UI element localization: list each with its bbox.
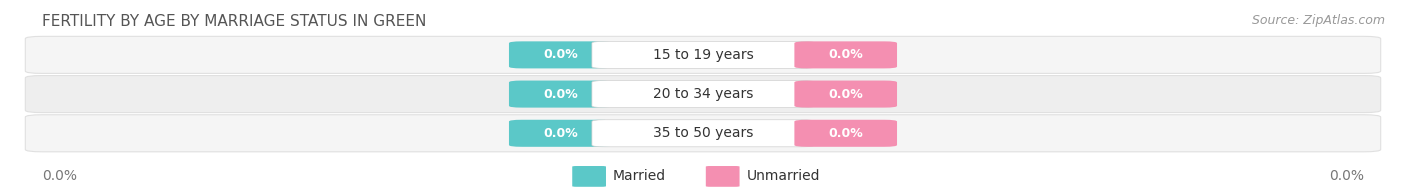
Text: 35 to 50 years: 35 to 50 years: [652, 126, 754, 140]
FancyBboxPatch shape: [25, 115, 1381, 152]
FancyBboxPatch shape: [706, 166, 740, 187]
Text: 0.0%: 0.0%: [42, 169, 77, 183]
Text: 20 to 34 years: 20 to 34 years: [652, 87, 754, 101]
FancyBboxPatch shape: [794, 41, 897, 68]
Text: 0.0%: 0.0%: [828, 48, 863, 61]
Text: 0.0%: 0.0%: [828, 88, 863, 101]
Text: FERTILITY BY AGE BY MARRIAGE STATUS IN GREEN: FERTILITY BY AGE BY MARRIAGE STATUS IN G…: [42, 14, 426, 29]
FancyBboxPatch shape: [25, 76, 1381, 113]
FancyBboxPatch shape: [794, 81, 897, 108]
FancyBboxPatch shape: [509, 120, 612, 147]
FancyBboxPatch shape: [509, 41, 612, 68]
Text: 0.0%: 0.0%: [543, 127, 578, 140]
Text: Married: Married: [613, 169, 666, 183]
FancyBboxPatch shape: [794, 120, 897, 147]
Text: 0.0%: 0.0%: [1329, 169, 1364, 183]
Text: Source: ZipAtlas.com: Source: ZipAtlas.com: [1251, 14, 1385, 27]
FancyBboxPatch shape: [592, 41, 814, 68]
Text: 0.0%: 0.0%: [543, 48, 578, 61]
FancyBboxPatch shape: [25, 36, 1381, 74]
Text: 0.0%: 0.0%: [828, 127, 863, 140]
FancyBboxPatch shape: [592, 120, 814, 147]
FancyBboxPatch shape: [592, 81, 814, 108]
FancyBboxPatch shape: [509, 81, 612, 108]
Text: Unmarried: Unmarried: [747, 169, 820, 183]
FancyBboxPatch shape: [572, 166, 606, 187]
Text: 0.0%: 0.0%: [543, 88, 578, 101]
Text: 15 to 19 years: 15 to 19 years: [652, 48, 754, 62]
